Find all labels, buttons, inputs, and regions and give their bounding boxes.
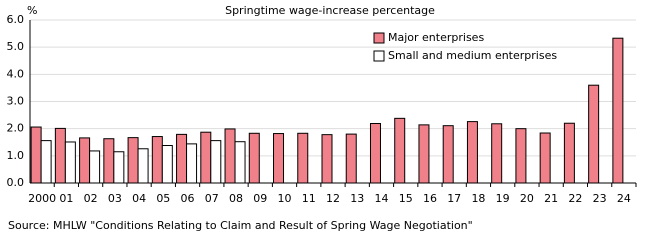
bar [491,123,503,184]
bar [394,117,406,184]
bar [161,145,173,184]
bar [64,141,76,184]
bar [442,125,454,184]
y-unit: % [27,4,37,17]
x-tick-label: 01 [59,192,73,205]
bar [137,148,149,184]
bar [200,131,212,184]
bar [151,136,163,184]
bar [79,137,91,184]
x-tick-label: 14 [374,192,388,205]
x-tick-label: 2000 [28,192,56,205]
x-tick-label: 11 [302,192,316,205]
legend-label: Major enterprises [388,31,484,44]
bar [297,132,309,184]
x-tick-label: 16 [423,192,437,205]
bar [539,132,551,184]
bar [273,133,285,184]
bar [515,128,527,184]
source-note: Source: MHLW "Conditions Relating to Cla… [8,219,473,232]
bar [103,138,115,184]
x-tick-label: 09 [253,192,267,205]
x-tick-label: 07 [205,192,219,205]
bar [186,143,198,184]
x-tick-label: 03 [108,192,122,205]
x-tick-label: 20 [520,192,534,205]
bar [127,137,139,184]
bar [40,140,52,184]
x-tick-label: 02 [84,192,98,205]
legend-swatch [373,50,385,62]
y-tick-label: 0.0 [7,176,25,189]
y-tick-label: 6.0 [7,13,25,26]
x-tick-label: 21 [544,192,558,205]
bar [466,121,478,184]
x-tick-label: 04 [132,192,146,205]
bar [224,128,236,184]
x-tick-label: 18 [471,192,485,205]
bar [89,150,101,184]
x-tick-label: 08 [229,192,243,205]
bar [113,151,125,184]
y-tick-label: 1.0 [7,149,25,162]
bar [563,122,575,184]
x-tick-label: 13 [350,192,364,205]
bar [418,124,430,184]
y-tick-label: 2.0 [7,122,25,135]
bar [612,37,624,184]
bar [210,140,222,184]
bar [30,126,42,184]
bar [588,84,600,184]
bar [234,141,246,184]
x-tick-label: 22 [568,192,582,205]
bar [248,132,260,184]
chart-title: Springtime wage-increase percentage [225,4,435,17]
x-tick-label: 23 [593,192,607,205]
x-tick-label: 05 [156,192,170,205]
bar [369,123,381,184]
bar [176,133,188,184]
x-tick-label: 24 [617,192,631,205]
y-tick-label: 4.0 [7,67,25,80]
x-tick-label: 06 [181,192,195,205]
y-tick-label: 3.0 [7,95,25,108]
x-tick-label: 12 [326,192,340,205]
bar [321,134,333,184]
x-tick-label: 15 [399,192,413,205]
x-tick-label: 17 [447,192,461,205]
x-tick-label: 19 [496,192,510,205]
bar [54,127,66,184]
y-tick-label: 5.0 [7,40,25,53]
legend-swatch [373,32,385,44]
legend-label: Small and medium enterprises [388,49,557,62]
bar [345,133,357,184]
x-tick-label: 10 [278,192,292,205]
